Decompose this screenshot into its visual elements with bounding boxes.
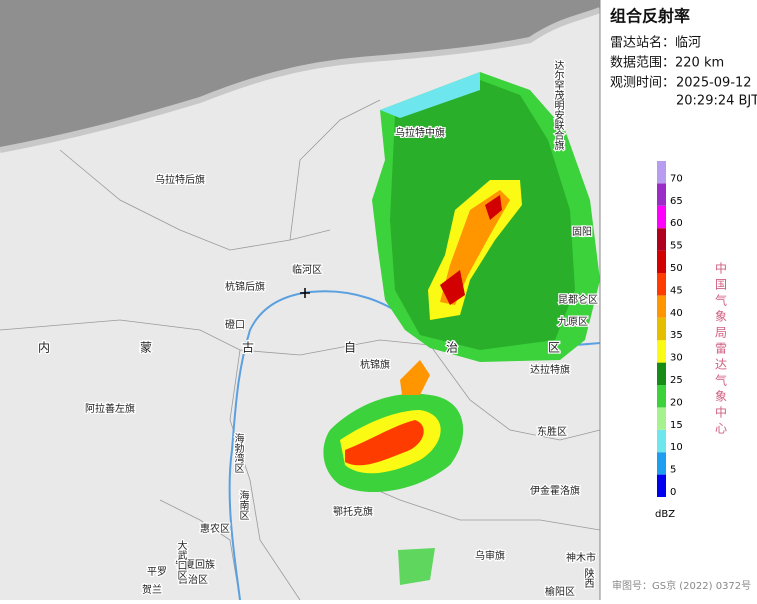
boundary <box>289 99 381 241</box>
echo-40 <box>400 360 430 395</box>
map-label-vertical: 海勃湾区 <box>232 432 244 473</box>
map-label: 固阳 <box>572 226 592 238</box>
colorbar-tick-label: 70 <box>670 173 683 184</box>
range: 数据范围：220 km <box>610 56 724 71</box>
colorbar-tick-label: 40 <box>670 308 683 319</box>
colorbar-tick-label: 50 <box>670 263 683 274</box>
map-label: 阿拉善左旗 <box>85 402 135 415</box>
colorbar-tick-label: 15 <box>670 420 683 431</box>
map-label: 杭锦旗 <box>360 358 390 371</box>
colorbar-tick-label: 35 <box>670 330 683 341</box>
map-label: 昆都仑区 <box>558 293 598 306</box>
colorbar-tick-label: 60 <box>670 218 683 229</box>
colorbar-segment <box>657 452 666 475</box>
map-label: 乌拉特后旗 <box>155 173 205 186</box>
map-label: 榆阳区 <box>545 585 575 598</box>
colorbar-segment <box>657 362 666 385</box>
map-label: 鄂托克旗 <box>333 505 373 518</box>
echo-10 <box>380 72 480 118</box>
map-label: 自治区 <box>178 573 208 586</box>
map-label: 平罗 <box>147 566 167 578</box>
radar-echoes <box>323 72 600 585</box>
colorbar-segment <box>657 295 666 318</box>
echo-45 <box>345 420 424 466</box>
boundary <box>429 344 601 441</box>
map-label: 贺兰 <box>142 583 162 596</box>
echo-50 <box>440 195 502 305</box>
colorbar-segment <box>657 407 666 430</box>
colorbar-segment <box>657 250 666 273</box>
boundary <box>229 349 301 601</box>
colorbar-tick-label: 5 <box>670 465 676 476</box>
map-label: 杭锦后旗 <box>225 280 265 293</box>
map-label: 临河区 <box>292 263 322 276</box>
colorbar-segment <box>657 183 666 206</box>
colorbar-tick-label: 10 <box>670 442 683 453</box>
colorbar-tick-label: 45 <box>670 285 683 296</box>
boundary <box>59 149 331 251</box>
colorbar-tick-label: 25 <box>670 375 683 386</box>
panel-title: 组合反射率 <box>610 7 690 26</box>
colorbar-unit: dBZ <box>655 509 675 520</box>
colorbar-tick-label: 55 <box>670 241 683 252</box>
colorbar-segment <box>657 228 666 251</box>
map-label: 磴口 <box>225 318 245 331</box>
radar-site <box>300 288 310 298</box>
colorbar-tick-label: 30 <box>670 353 683 364</box>
map-label-vertical: 陕西 <box>582 567 594 588</box>
station: 雷达站名：临河 <box>610 35 701 51</box>
map-label: 伊金霍洛旗 <box>530 484 580 497</box>
colorbar-segment <box>657 161 666 184</box>
colorbar-segment <box>657 340 666 363</box>
region-label: 内蒙古自治区 <box>38 340 650 355</box>
border <box>0 7 602 153</box>
colorbar-segment <box>657 385 666 408</box>
map-label: 九原区 <box>558 316 588 328</box>
colorbar-segment <box>657 429 666 453</box>
credit: 中国气象局雷达气象中心 <box>714 261 728 438</box>
side-panel <box>600 0 757 600</box>
time: 20:29:24 BJT <box>676 94 757 109</box>
colorbar-tick-label: 0 <box>670 487 676 498</box>
boundary <box>159 499 241 601</box>
colorbar-segment <box>657 317 666 341</box>
map-label: 宁夏回族 <box>175 558 215 571</box>
map-label-vertical: 海南区 <box>237 489 249 520</box>
echo-20 <box>398 548 435 585</box>
colorbar: 0 5 10 15 20 25 30 35 40 45 50 55 60 65 70 <box>657 161 683 498</box>
map-label: 乌拉特中旗 <box>395 126 445 139</box>
date: 2025-09-12 <box>676 76 752 91</box>
map-label-vertical: 大武口区 <box>175 539 187 580</box>
map-number: 审图号：GS京 (2022) 0372号 <box>612 579 751 592</box>
map-label: 达拉特旗 <box>530 363 570 376</box>
map-label: 神木市 <box>566 551 596 564</box>
map-label: 东胜区 <box>537 425 567 438</box>
map-label-vertical: 达尔罕茂明安联合旗 <box>552 60 564 151</box>
colorbar-segment <box>657 474 666 497</box>
colorbar-segment <box>657 205 666 229</box>
colorbar-tick-label: 65 <box>670 196 683 207</box>
map-label: 惠农区 <box>200 522 230 535</box>
colorbar-tick-label: 20 <box>670 397 683 408</box>
time-label: 观测时间： <box>610 76 675 91</box>
map-label: 乌审旗 <box>475 549 505 562</box>
colorbar-segment <box>657 273 666 296</box>
